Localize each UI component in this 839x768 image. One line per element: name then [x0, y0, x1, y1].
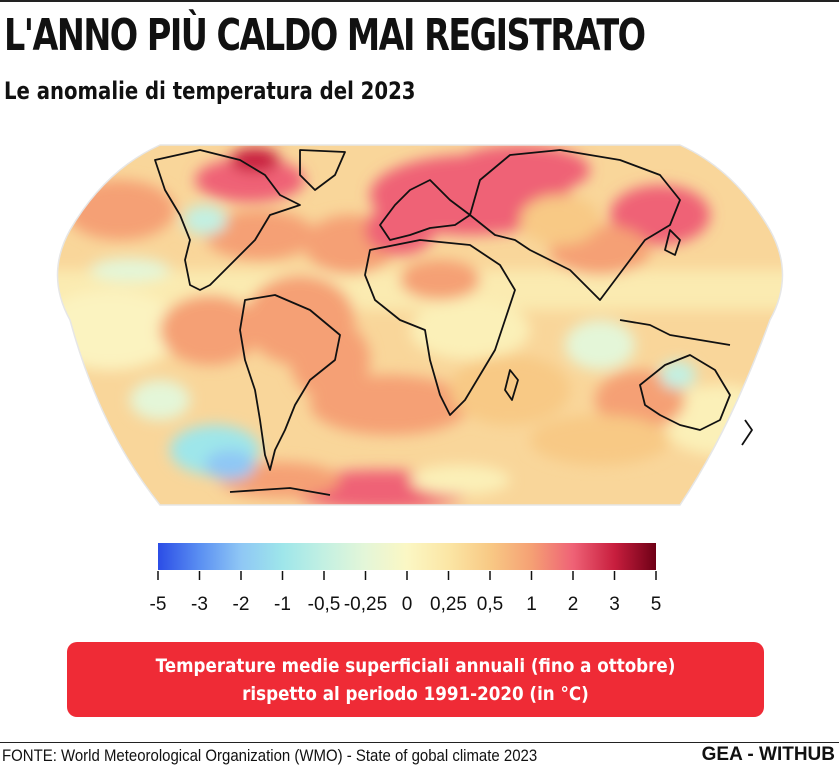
legend-tick-label: 5	[651, 594, 662, 615]
legend-tick-label: -0,25	[344, 594, 387, 615]
coast-antarctica	[229, 487, 331, 496]
coast-asia	[469, 149, 681, 301]
legend-tick-label: -2	[233, 594, 250, 615]
coast-australia	[639, 354, 731, 431]
legend-tick-label: -3	[191, 594, 208, 615]
coast-africa	[364, 239, 516, 416]
coast-madagascar	[504, 369, 519, 401]
legend-tick-label: 0,5	[477, 594, 503, 615]
coast-indonesia	[619, 319, 731, 346]
explanation-line-1: Temperature medie superficiali annuali (…	[155, 654, 676, 677]
color-scale-legend: -5 -3 -2 -1 -0,5 -0,25 0 0,25 0,5 1 2 3 5	[150, 543, 662, 615]
legend-tick-label: -1	[274, 594, 291, 615]
page-subtitle: Le anomalie di temperatura del 2023	[4, 77, 416, 105]
legend-tick-label: -0,5	[308, 594, 341, 615]
legend-tick-label: 0	[402, 594, 413, 615]
anomaly-field	[57, 145, 783, 505]
legend-tick-label: 0,25	[430, 594, 467, 615]
source-credit: FONTE: World Meteorological Organization…	[2, 746, 538, 765]
footer-rule	[0, 742, 839, 743]
coast-south-america	[239, 294, 341, 471]
top-rule	[0, 0, 839, 2]
page-title: L'ANNO PIÙ CALDO MAI REGISTRATO	[4, 10, 646, 61]
legend-tick-label: 1	[526, 594, 537, 615]
legend-tick-label: 2	[568, 594, 579, 615]
coastlines	[154, 149, 753, 496]
world-anomaly-map	[56, 144, 784, 506]
coast-japan	[664, 229, 681, 256]
brand-logo-text: GEA - WITHUB	[701, 744, 835, 765]
color-scale-bar	[158, 543, 656, 570]
coast-new-zealand	[741, 419, 753, 446]
legend-tick-label: -5	[150, 594, 167, 615]
coast-greenland	[299, 149, 346, 191]
legend-tick-label: 3	[609, 594, 620, 615]
coast-north-america	[154, 149, 301, 291]
explanation-box: Temperature medie superficiali annuali (…	[67, 642, 764, 717]
explanation-line-2: rispetto al periodo 1991-2020 (in °C)	[242, 682, 589, 705]
